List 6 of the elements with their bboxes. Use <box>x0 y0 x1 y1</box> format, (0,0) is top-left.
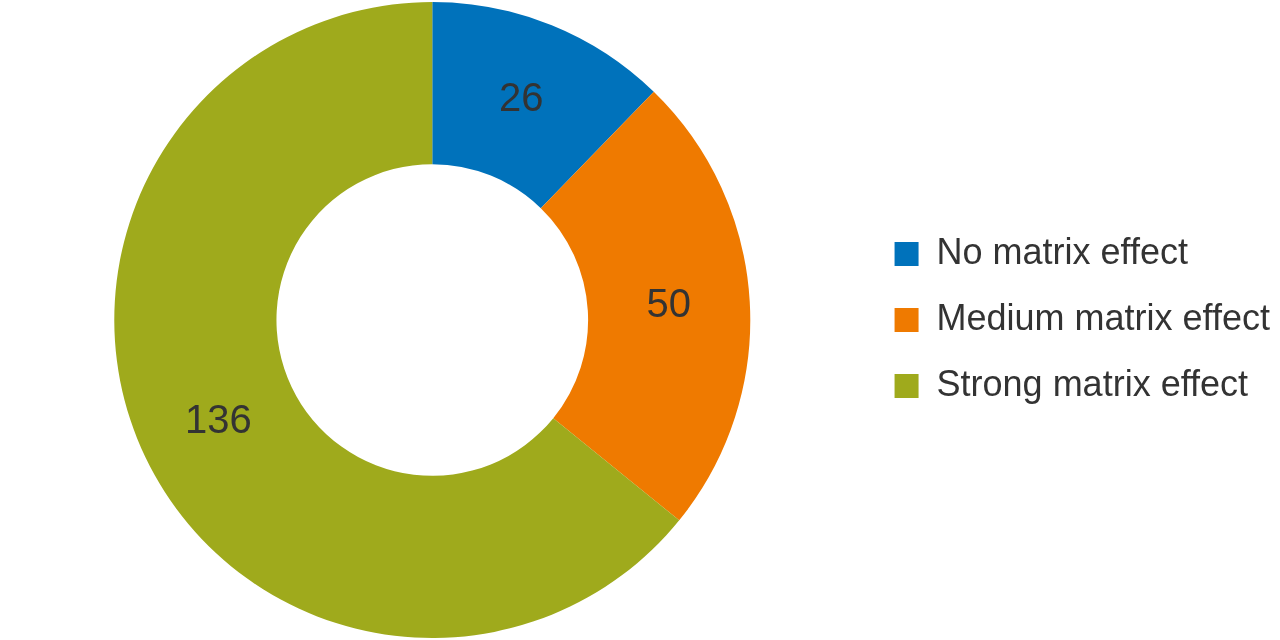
legend-label: Medium matrix effect <box>936 296 1271 338</box>
data-label: 26 <box>499 75 544 120</box>
data-label: 50 <box>646 281 692 325</box>
legend-label: No matrix effect <box>936 230 1188 272</box>
data-label: 136 <box>185 396 252 441</box>
legend-label: Strong matrix effect <box>936 362 1249 404</box>
